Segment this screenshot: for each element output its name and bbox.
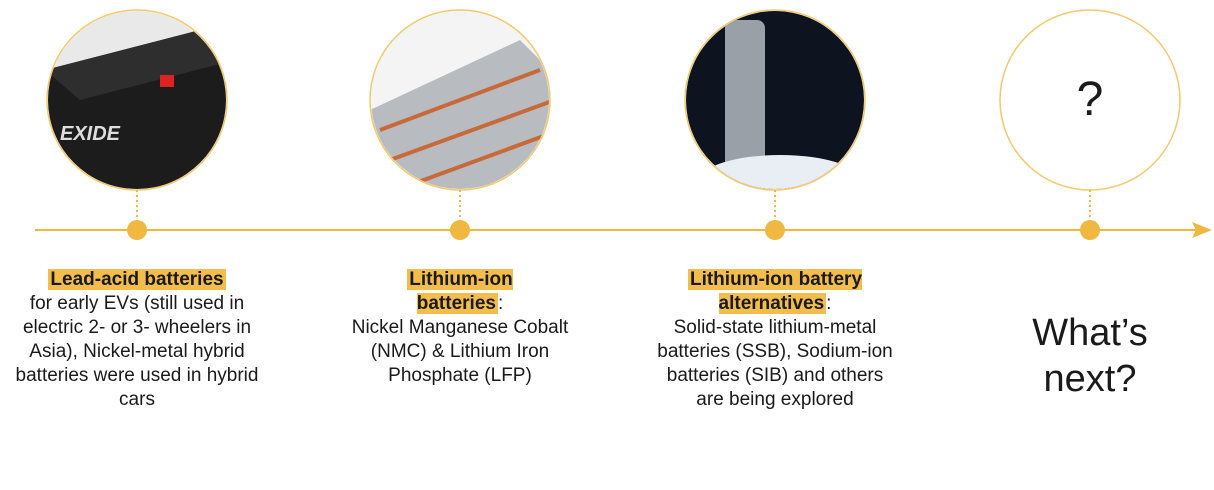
timeline-dot — [127, 220, 147, 240]
timeline-dot — [765, 220, 785, 240]
stage-description: for early EVs (still used in electric 2-… — [16, 293, 259, 410]
stage-title: Lithium-ion batteries — [407, 269, 512, 314]
stage-title: Lead-acid batteries — [48, 269, 225, 290]
timeline-graphic: EXIDE — [0, 0, 1214, 490]
stage-suffix: : — [498, 293, 503, 314]
page: EXIDE Lead-acid batteries for ea — [0, 0, 1214, 490]
stage-suffix: : — [826, 293, 831, 314]
stage-heading: Lithium-ion battery alternatives: — [655, 268, 895, 316]
timeline-dot — [1080, 220, 1100, 240]
stage-description: Solid-state lithium-metal batteries (SSB… — [655, 316, 895, 412]
stage-text: Lithium-ion batteries: Nickel Manganese … — [340, 268, 580, 388]
question-icon: ? — [1040, 70, 1140, 130]
stage-text: Lithium-ion battery alternatives: Solid-… — [645, 268, 905, 412]
lead-acid-image: EXIDE — [40, 0, 240, 200]
timeline-dot — [450, 220, 470, 240]
stage-text: Lead-acid batteries for early EVs (still… — [7, 268, 267, 412]
lithium-ion-image — [370, 0, 570, 200]
stage-title: Lithium-ion battery alternatives — [688, 269, 862, 314]
stage-title: What’s next? — [1015, 310, 1165, 402]
sodium-ion-image — [680, 0, 880, 205]
svg-text:EXIDE: EXIDE — [60, 123, 121, 145]
stage-description: Nickel Manganese Cobalt (NMC) & Lithium … — [350, 316, 570, 388]
stage-heading: Lithium-ion batteries: — [390, 268, 530, 316]
